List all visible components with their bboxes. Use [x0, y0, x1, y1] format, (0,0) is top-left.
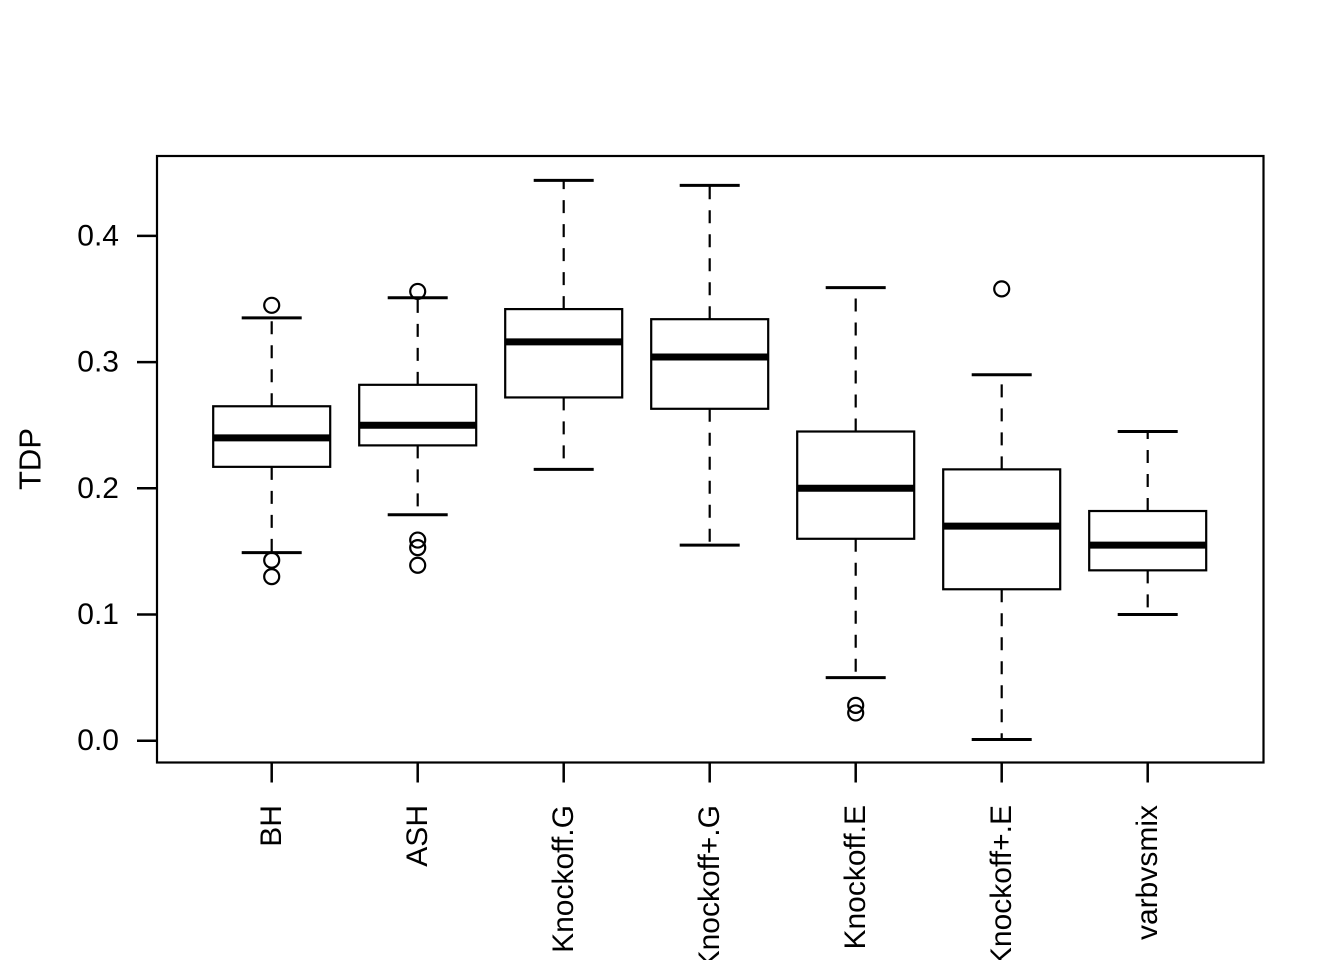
- outlier-ASH-3: [409, 556, 427, 574]
- y-tick-label: 0.0: [77, 724, 119, 757]
- box-varbvsmix: [1088, 509, 1208, 572]
- y-tick-label: 0.4: [77, 219, 119, 252]
- outlier-ASH-1: [409, 531, 427, 549]
- x-tick-label-BH: BH: [255, 805, 288, 847]
- x-tick-label-Knockoff.E: Knockoff.E: [839, 805, 872, 950]
- y-axis-title: TDP: [13, 428, 48, 490]
- y-tick-label: 0.3: [77, 346, 119, 379]
- x-tick-label-Knockoff.G: Knockoff.G: [547, 805, 580, 953]
- outlier-Knockoff+.E-0: [993, 280, 1011, 298]
- box-Knockoff.G: [504, 307, 624, 399]
- y-tick-label: 0.1: [77, 598, 119, 631]
- x-tick-label-Knockoff+.G: Knockoff+.G: [693, 805, 726, 960]
- outlier-ASH-0: [409, 282, 427, 301]
- outlier-Knockoff.E-1: [847, 704, 865, 722]
- x-tick-label-varbvsmix: varbvsmix: [1131, 805, 1164, 940]
- outlier-ASH-2: [409, 539, 427, 557]
- outlier-Knockoff.E-0: [847, 696, 865, 714]
- outlier-BH-0: [263, 296, 281, 314]
- x-tick-label-ASH: ASH: [401, 805, 434, 867]
- box-Knockoff+.G: [650, 318, 770, 410]
- y-tick-label: 0.2: [77, 472, 119, 505]
- box-ASH: [358, 383, 478, 447]
- x-tick-label-Knockoff+.E: Knockoff+.E: [985, 805, 1018, 960]
- outlier-BH-1: [263, 551, 281, 569]
- outlier-BH-2: [263, 568, 281, 586]
